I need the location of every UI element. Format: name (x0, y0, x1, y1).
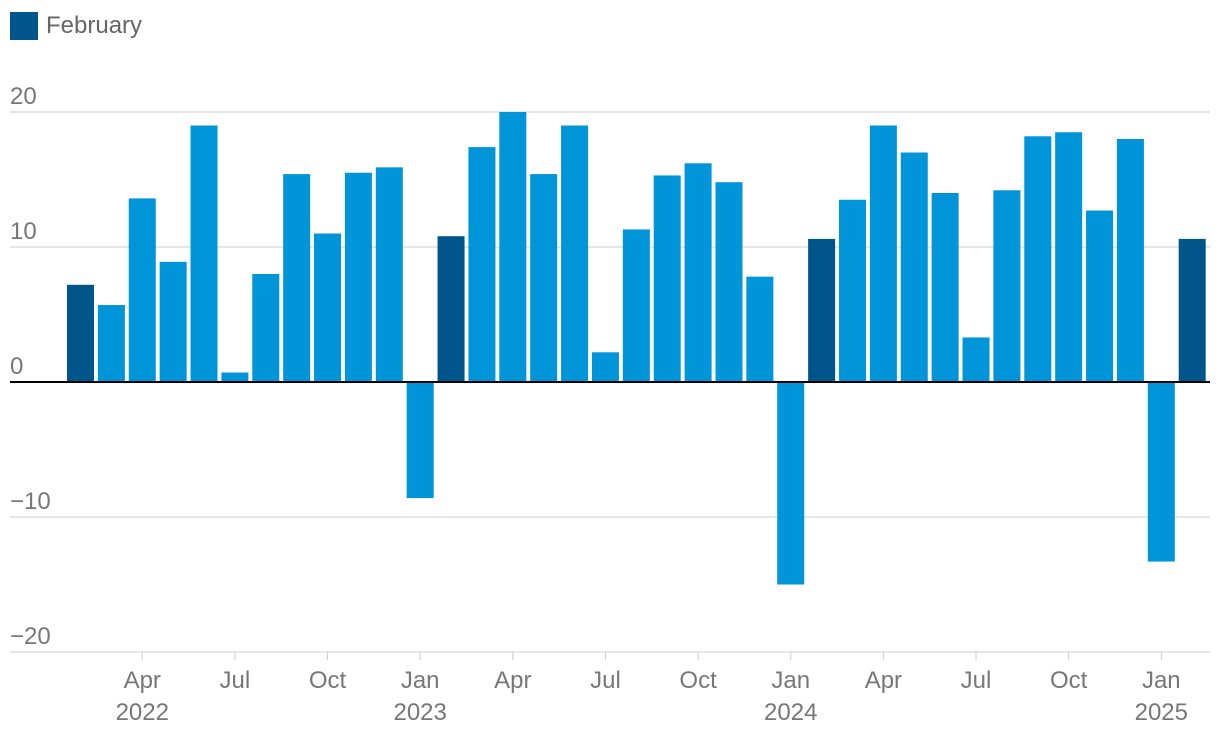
x-tick-label: Jan (401, 667, 440, 694)
bar-2023-04 (499, 112, 527, 382)
bar-2023-06 (561, 125, 589, 382)
bar-2023-07 (591, 352, 619, 382)
bar-2022-07 (221, 372, 249, 382)
bar-2023-08 (622, 229, 650, 382)
bar-2024-04 (869, 125, 897, 382)
bar-2023-03 (468, 147, 496, 382)
bar-2022-08 (252, 274, 280, 382)
x-tick-label: Oct (1050, 667, 1088, 694)
bar-2024-11 (1086, 210, 1114, 382)
x-axis: Apr 2022 Jul Oct Jan 2023 Apr Jul Oct Jan 2024 Apr J… (10, 651, 1210, 726)
x-tick-label: Jan (771, 667, 810, 694)
x-year-label: 2023 (393, 699, 446, 726)
bar-2024-09 (1024, 136, 1052, 382)
bar-2024-05 (900, 152, 928, 382)
legend-label-february: February (46, 12, 143, 39)
bar-2023-10 (684, 163, 712, 382)
x-tick-label: Jul (220, 667, 251, 694)
legend: February (10, 12, 142, 40)
bar-2025-02 (1178, 238, 1206, 382)
x-tick-label: Jan (1142, 667, 1181, 694)
bar-2024-12 (1116, 139, 1144, 382)
bar-2024-07 (962, 337, 990, 382)
x-tick-label: Oct (679, 667, 717, 694)
bar-2024-06 (931, 193, 959, 382)
x-tick-label: Apr (865, 667, 902, 694)
x-tick-label: Oct (309, 667, 347, 694)
y-tick-label: −10 (10, 488, 51, 515)
x-year-label: 2022 (116, 699, 169, 726)
x-tick-label: Apr (494, 667, 531, 694)
bar-2022-03 (97, 305, 125, 382)
bar-2025-01 (1147, 382, 1175, 562)
bar-2024-10 (1055, 132, 1083, 382)
bar-2022-10 (314, 233, 342, 382)
y-tick-label: 20 (10, 83, 37, 110)
bar-2024-03 (839, 199, 866, 382)
y-tick-label: 10 (10, 218, 37, 245)
bar-2023-09 (653, 175, 681, 382)
x-tick-label: Jul (590, 667, 621, 694)
bar-2023-02 (437, 236, 465, 382)
bar-2023-01 (406, 382, 434, 499)
legend-swatch-february (10, 12, 38, 40)
bar-2022-05 (159, 261, 187, 382)
bar-2022-09 (283, 174, 311, 382)
x-tick-label: Jul (961, 667, 992, 694)
bar-2024-08 (993, 190, 1021, 382)
y-tick-label: −20 (10, 623, 51, 650)
bars (67, 112, 1206, 585)
bar-2022-11 (344, 172, 372, 382)
y-axis-labels: 20 10 0 −10 −20 (10, 83, 51, 650)
bar-2022-02 (67, 284, 94, 382)
bar-2024-02 (808, 238, 836, 382)
bar-2023-11 (715, 182, 743, 382)
x-year-label: 2024 (764, 699, 817, 726)
bar-2024-01 (777, 382, 805, 585)
bar-2022-12 (375, 167, 403, 382)
y-tick-label: 0 (10, 353, 23, 380)
bar-2022-06 (190, 125, 218, 382)
bar-2022-04 (128, 198, 156, 382)
bar-2023-12 (746, 276, 774, 382)
bar-2023-05 (530, 174, 558, 382)
x-year-label: 2025 (1135, 699, 1188, 726)
x-tick-label: Apr (124, 667, 161, 694)
